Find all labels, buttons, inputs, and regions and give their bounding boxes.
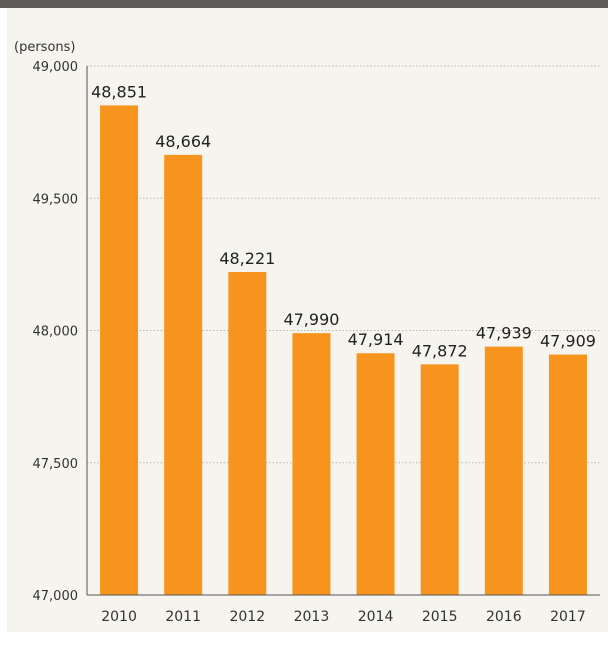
bar-2010 — [100, 105, 139, 596]
data-label: 47,872 — [412, 341, 468, 360]
data-labels: 48,851 48,664 48,221 47,990 47,914 47,872 47,9… — [91, 82, 596, 360]
bar-2011 — [164, 154, 203, 595]
data-label: 47,939 — [476, 324, 532, 343]
data-label: 47,990 — [283, 310, 339, 329]
bar-2016 — [484, 346, 523, 595]
x-tick-label: 2012 — [229, 609, 265, 625]
data-label: 48,221 — [219, 249, 275, 268]
header-bar — [0, 0, 608, 8]
x-tick-label: 2010 — [101, 609, 137, 625]
x-axis-ticks: 2010 2011 2012 2013 2014 2015 2016 2017 — [101, 609, 586, 625]
y-tick-label: 47,000 — [33, 589, 79, 604]
bar-2017 — [548, 354, 587, 595]
x-tick-label: 2017 — [550, 609, 586, 625]
bars — [100, 105, 587, 596]
bar-2015 — [420, 364, 459, 595]
bar-2012 — [228, 272, 267, 595]
bar-2013 — [292, 333, 331, 595]
x-tick-label: 2016 — [486, 609, 522, 625]
y-tick-label: 49,500 — [33, 192, 79, 207]
y-tick-label: 49,000 — [33, 60, 79, 75]
y-unit-label: (persons) — [14, 40, 75, 55]
data-label: 47,914 — [348, 330, 404, 349]
x-tick-label: 2011 — [165, 609, 201, 625]
data-label: 48,851 — [91, 82, 147, 101]
data-label: 48,664 — [155, 132, 211, 151]
x-tick-label: 2013 — [294, 609, 330, 625]
gridlines — [87, 65, 600, 464]
x-tick-label: 2015 — [422, 609, 458, 625]
y-axis-ticks: 49,000 49,500 48,000 47,500 47,000 — [33, 60, 79, 604]
y-tick-label: 47,500 — [33, 457, 79, 472]
data-label: 47,909 — [540, 332, 596, 351]
y-tick-label: 48,000 — [33, 325, 79, 340]
bar-2014 — [356, 353, 395, 595]
x-tick-label: 2014 — [358, 609, 394, 625]
